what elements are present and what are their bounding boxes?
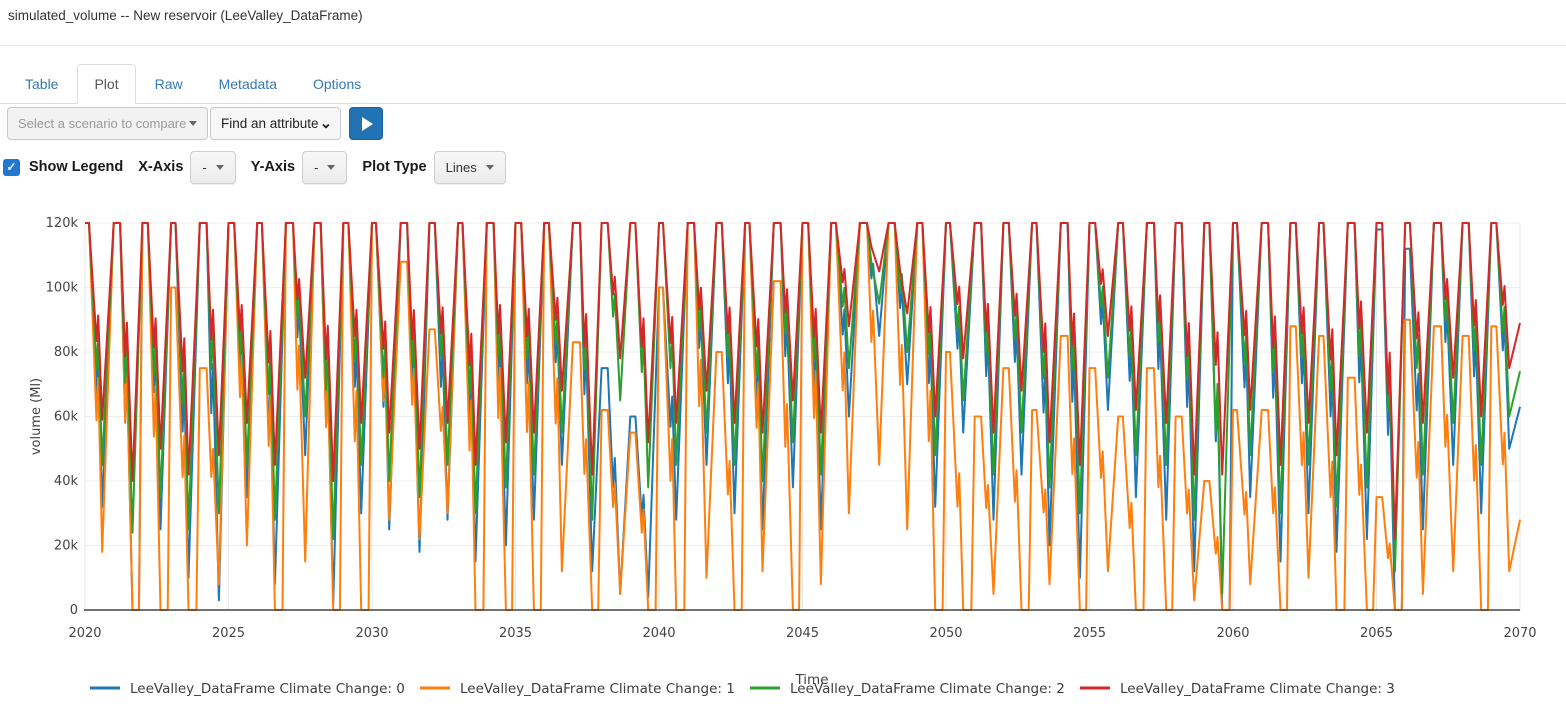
play-icon [362,116,374,131]
show-legend-checkbox[interactable]: ✓ [3,158,20,176]
tab-plot[interactable]: Plot [77,64,136,104]
chart-area[interactable]: 2020 2025 2030 2035 2040 2045 2050 2055 2060 2065… [0,198,1566,718]
volume-time-series-chart[interactable]: 2020 2025 2030 2035 2040 2045 2050 2055 2060 2065… [0,198,1566,713]
y-tick-label: 120k [46,216,79,231]
toolbar: Select a scenario to compare Find an att… [7,107,1566,140]
y-tick-label: 0 [70,603,78,618]
x-axis-select[interactable]: - [190,150,236,184]
x-tick-label: 2045 [786,626,819,641]
tab-options[interactable]: Options [312,76,362,92]
chevron-down-icon [327,164,336,170]
find-attribute-label: Find an attribute [221,116,319,131]
scenario-compare-placeholder: Select a scenario to compare [18,116,187,131]
chevron-down-icon [485,164,494,170]
plot-controls: ✓ Show Legend X-Axis - Y-Axis - Plot Typ… [3,150,1566,184]
y-tick-label: 40k [54,474,79,489]
tab-metadata[interactable]: Metadata [218,76,277,92]
x-tick-label: 2065 [1360,626,1393,641]
x-axis-title: Time [794,672,828,688]
y-axis-title: volume (Ml) [29,378,44,455]
series-line[interactable] [85,222,1521,541]
legend-item-label[interactable]: LeeValley_DataFrame Climate Change: 2 [790,681,1065,697]
tab-bar: Table Plot Raw Metadata Options [0,64,1566,104]
x-axis-label: X-Axis [138,159,184,175]
y-axis-select[interactable]: - [302,150,348,184]
x-tick-label: 2055 [1073,626,1106,641]
x-tick-label: 2040 [642,626,675,641]
plot-type-select[interactable]: Lines [433,150,506,184]
x-tick-label: 2050 [929,626,962,641]
y-tick-label: 80k [54,345,79,360]
legend-item-label[interactable]: LeeValley_DataFrame Climate Change: 0 [130,681,405,697]
x-tick-label: 2035 [499,626,532,641]
run-plot-button[interactable] [349,107,384,140]
y-axis-label: Y-Axis [250,159,296,175]
find-attribute-dropdown[interactable]: Find an attribute ⌄ [210,107,342,140]
plot-type-value: Lines [445,159,477,175]
x-axis-value: - [202,159,207,175]
y-axis-value: - [314,159,319,175]
x-tick-label: 2030 [355,626,388,641]
plot-type-label: Plot Type [362,159,427,175]
tab-raw[interactable]: Raw [154,76,183,92]
chevron-down-icon [215,164,224,170]
scenario-compare-select[interactable]: Select a scenario to compare [7,107,208,140]
y-tick-label: 60k [54,410,79,425]
legend-item-label[interactable]: LeeValley_DataFrame Climate Change: 3 [1120,681,1395,697]
tab-table[interactable]: Table [25,76,59,92]
x-tick-label: 2025 [212,626,245,641]
x-tick-label: 2020 [68,626,101,641]
window-header: simulated_volume -- New reservoir (LeeVa… [0,0,1566,46]
legend-item-label[interactable]: LeeValley_DataFrame Climate Change: 1 [460,681,735,697]
y-tick-label: 20k [54,539,79,554]
y-tick-label: 100k [46,281,79,296]
page-title: simulated_volume -- New reservoir (LeeVa… [8,8,363,23]
chevron-down-icon [189,121,197,126]
show-legend-label: Show Legend [29,159,124,175]
chevron-down-icon: ⌄ [319,114,333,132]
x-tick-label: 2060 [1216,626,1249,641]
x-tick-label: 2070 [1503,626,1536,641]
